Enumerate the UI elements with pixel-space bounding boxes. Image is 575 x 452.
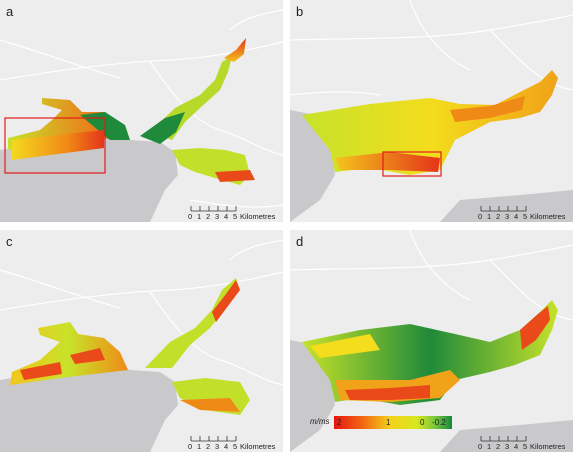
estuary-left-inner bbox=[12, 130, 104, 160]
scale-bar-ruler bbox=[480, 206, 527, 212]
estuary-green-band bbox=[140, 112, 185, 144]
map-a-canvas bbox=[0, 9, 283, 222]
road-network bbox=[0, 239, 283, 386]
map-panel-a: a 0 1 2 3 4 5 Kilometres bbox=[0, 0, 283, 222]
estuary-left-red-patches bbox=[20, 348, 105, 380]
estuary-south-shore bbox=[335, 152, 440, 172]
scale-tick: 3 bbox=[505, 212, 510, 221]
scale-tick: 5 bbox=[233, 212, 238, 221]
scale-tick: 1 bbox=[197, 442, 202, 451]
scale-bar: 0 1 2 3 4 5 Kilometres bbox=[478, 433, 573, 452]
scale-tick: 2 bbox=[206, 212, 211, 221]
legend-label: 2 bbox=[337, 418, 342, 427]
legend-label: 0 bbox=[420, 418, 425, 427]
scale-tick: 4 bbox=[224, 442, 229, 451]
velocity-legend: m/ms 2 1 0 -0.2 bbox=[310, 416, 460, 430]
estuary-east-hotspots bbox=[520, 306, 550, 350]
estuary-water bbox=[302, 300, 558, 405]
scale-bar-ruler bbox=[190, 206, 237, 212]
scale-tick: 4 bbox=[514, 212, 519, 221]
map-panel-b: b 0 1 2 3 4 5 Kilometres bbox=[290, 0, 573, 222]
scale-tick: 1 bbox=[487, 442, 492, 451]
scale-tick: 5 bbox=[233, 442, 238, 451]
scale-tick: 4 bbox=[514, 442, 519, 451]
estuary-red-south bbox=[345, 385, 430, 400]
scale-bar-ruler bbox=[190, 436, 237, 442]
legend-colorbar bbox=[334, 416, 452, 429]
panel-label: b bbox=[296, 4, 304, 19]
panel-label: c bbox=[6, 234, 13, 249]
map-c-canvas bbox=[0, 239, 283, 452]
scale-tick: 4 bbox=[224, 212, 229, 221]
scale-tick: 5 bbox=[523, 212, 528, 221]
map-panel-d: d m/ms 2 1 0 -0.2 0 1 2 3 4 5 Kilometres bbox=[290, 230, 573, 452]
legend-label: -0.2 bbox=[432, 418, 446, 427]
road-network bbox=[290, 230, 573, 321]
scale-bar-ruler bbox=[480, 436, 527, 442]
scale-tick: 0 bbox=[188, 442, 193, 451]
road-network bbox=[290, 0, 573, 96]
scale-bar: 0 1 2 3 4 5 Kilometres bbox=[478, 203, 573, 222]
scale-tick: 2 bbox=[206, 442, 211, 451]
estuary-upper-yellow bbox=[310, 334, 380, 358]
panel-label: a bbox=[6, 4, 14, 19]
panel-label: d bbox=[296, 234, 304, 249]
estuary-river-upstream bbox=[224, 38, 246, 62]
estuary-east-edge bbox=[450, 96, 525, 122]
scale-bar: 0 1 2 3 4 5 Kilometres bbox=[188, 203, 283, 222]
scale-tick: 5 bbox=[523, 442, 528, 451]
scale-unit: Kilometres bbox=[240, 212, 276, 221]
scale-tick: 1 bbox=[487, 212, 492, 221]
sea-area-east bbox=[440, 420, 573, 452]
scale-unit: Kilometres bbox=[530, 442, 566, 451]
legend-label: 1 bbox=[386, 418, 391, 427]
scale-tick: 3 bbox=[215, 212, 220, 221]
highlight-box bbox=[4, 117, 106, 174]
scale-unit: Kilometres bbox=[240, 442, 276, 451]
legend-unit: m/ms bbox=[310, 417, 330, 426]
scale-tick: 2 bbox=[496, 442, 501, 451]
road-network bbox=[0, 9, 283, 208]
estuary-upper-river bbox=[145, 278, 240, 368]
scale-tick: 0 bbox=[188, 212, 193, 221]
scale-tick: 1 bbox=[197, 212, 202, 221]
estuary-water bbox=[302, 70, 558, 175]
map-d-canvas bbox=[290, 230, 573, 452]
estuary-river-red bbox=[212, 280, 240, 322]
scale-tick: 3 bbox=[505, 442, 510, 451]
scale-tick: 0 bbox=[478, 442, 483, 451]
estuary-right-hotspot bbox=[180, 398, 240, 412]
scale-bar: 0 1 2 3 4 5 Kilometres bbox=[188, 433, 283, 452]
sea-area-east bbox=[440, 190, 573, 222]
scale-unit: Kilometres bbox=[530, 212, 566, 221]
scale-tick: 2 bbox=[496, 212, 501, 221]
estuary-right-hotspot bbox=[215, 170, 255, 182]
map-b-canvas bbox=[290, 0, 573, 222]
scale-tick: 3 bbox=[215, 442, 220, 451]
scale-tick: 0 bbox=[478, 212, 483, 221]
sea-area bbox=[0, 362, 178, 452]
highlight-box bbox=[382, 151, 442, 177]
map-panel-c: c 0 1 2 3 4 5 Kilometres bbox=[0, 230, 283, 452]
